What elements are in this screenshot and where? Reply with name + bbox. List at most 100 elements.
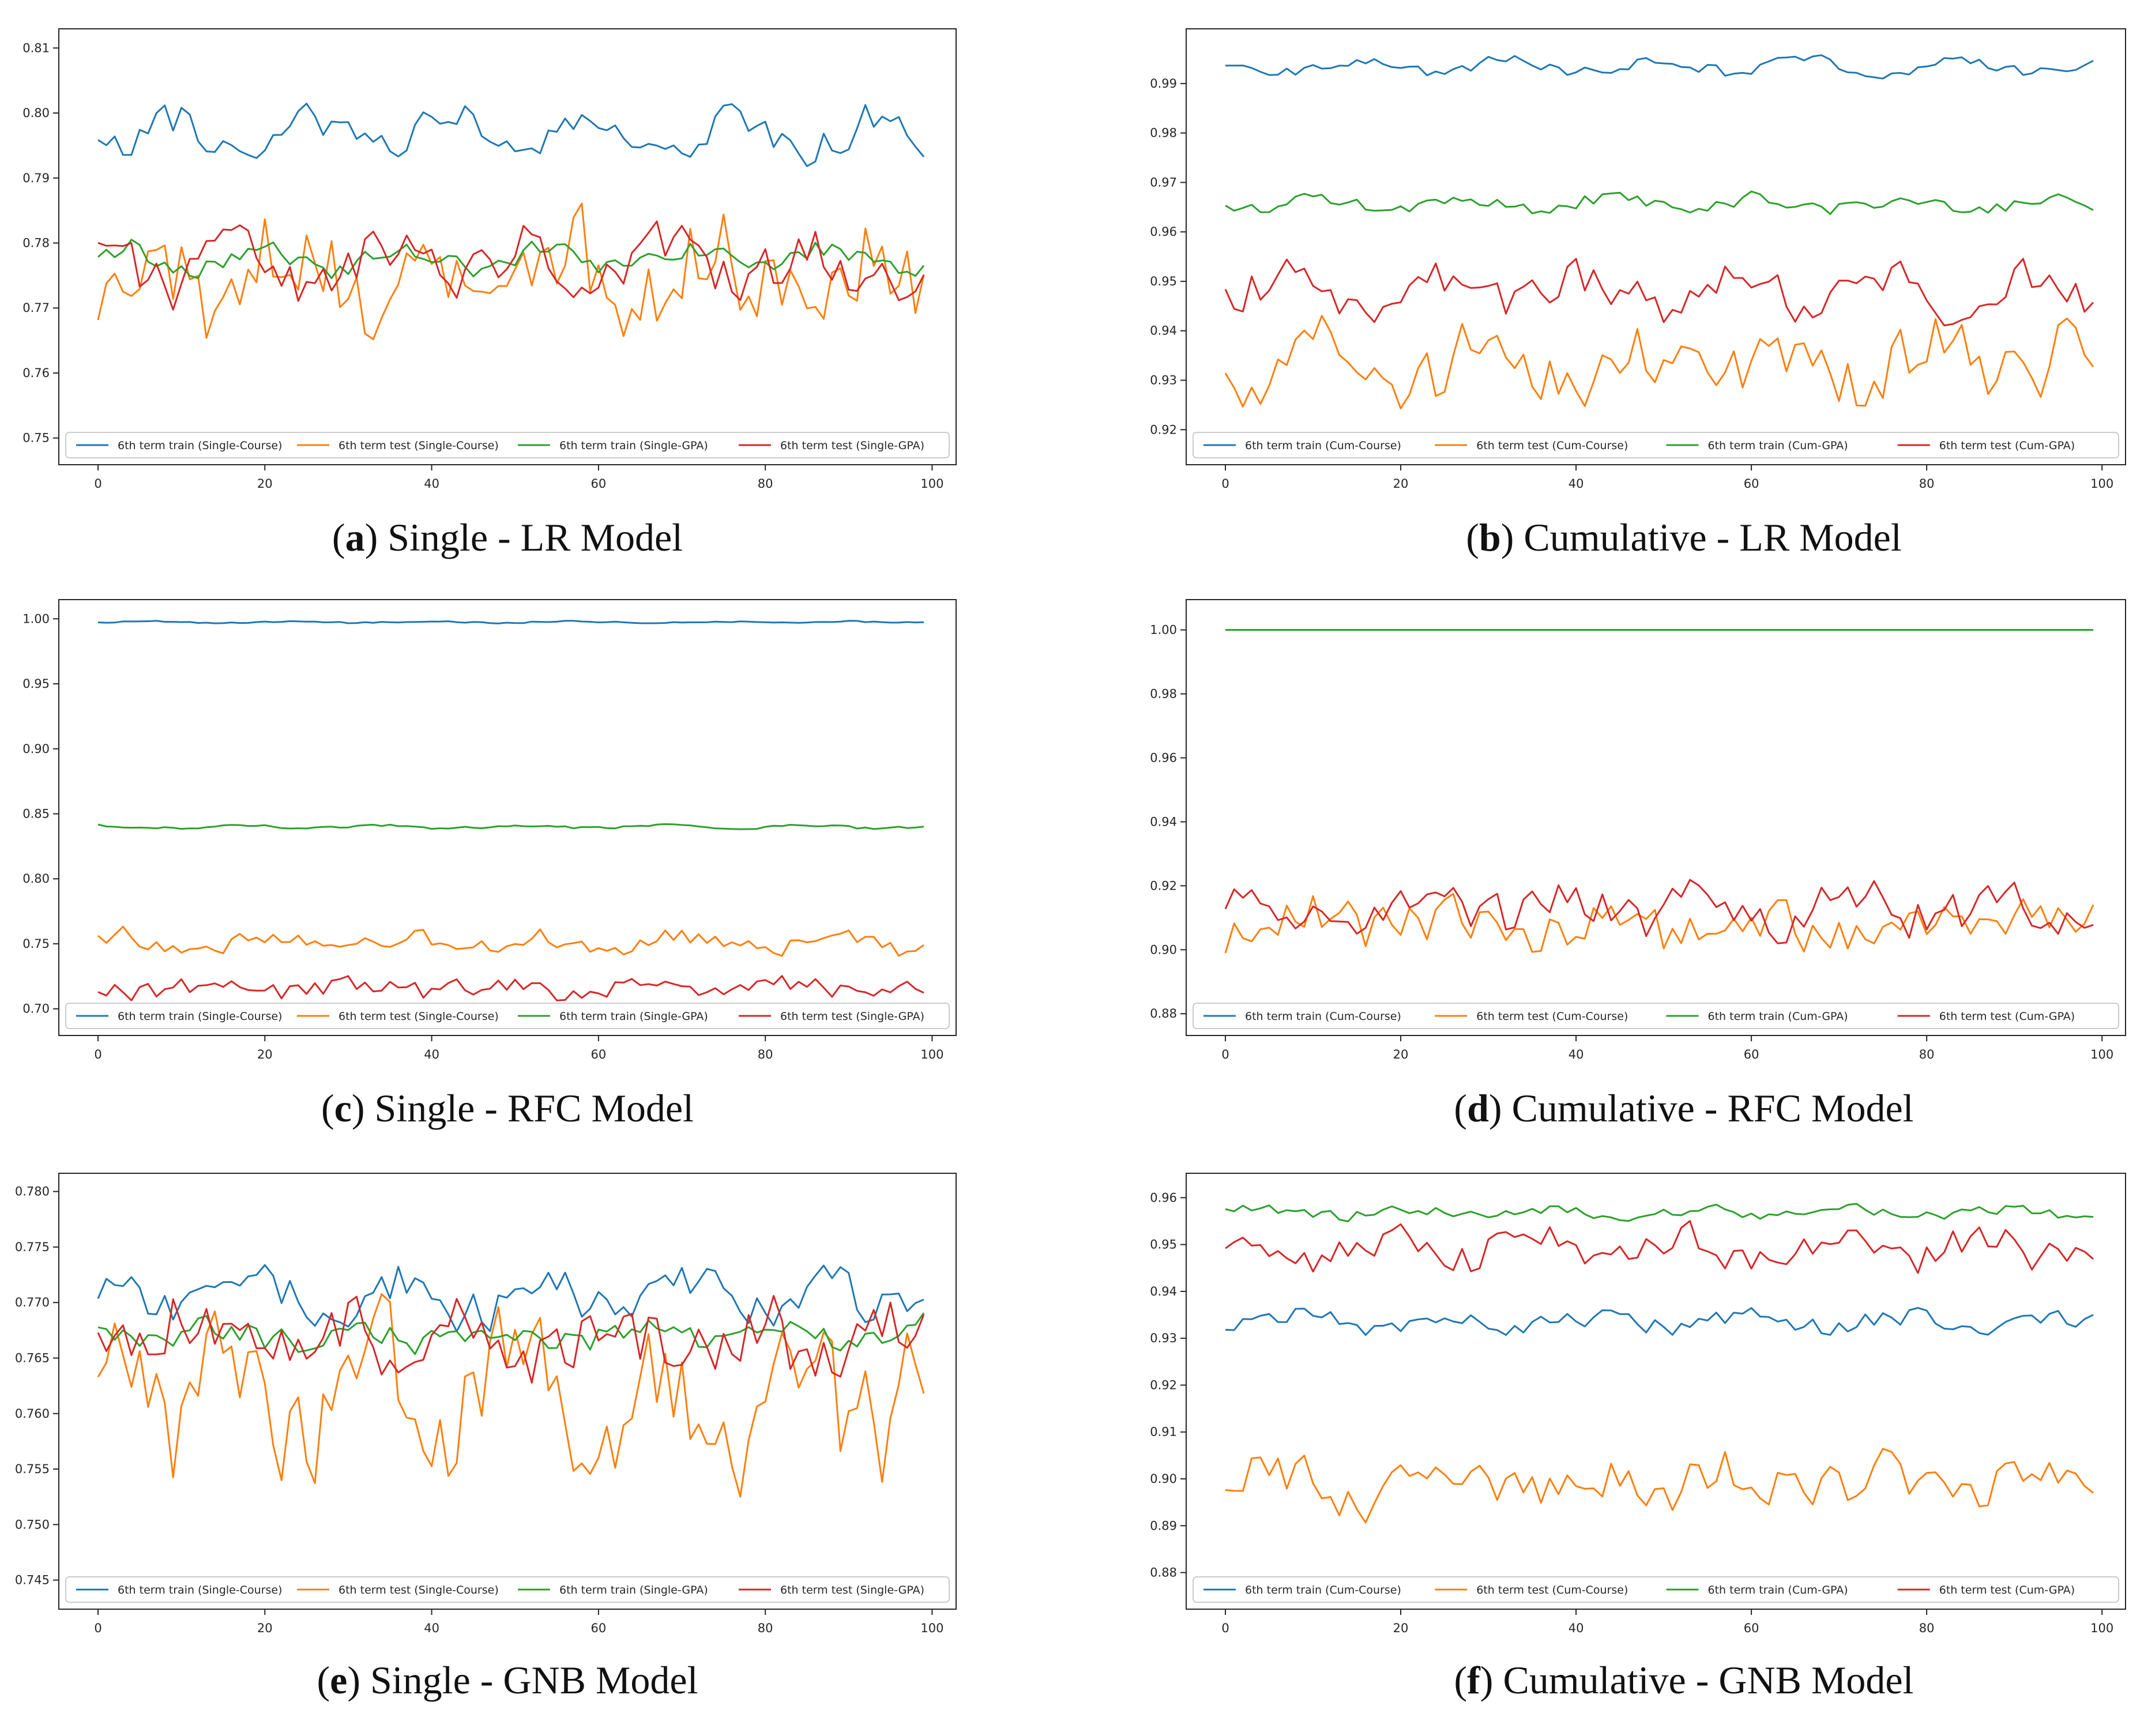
legend: 6th term train (Cum-Course) 6th term test… (1193, 1003, 2119, 1029)
caption-paren-close: ) (1480, 1658, 1494, 1702)
y-tick-label: 0.79 (22, 171, 50, 185)
y-tick-label: 0.90 (1150, 1472, 1177, 1486)
y-tick-label: 0.77 (22, 301, 50, 315)
series-line-2 (97, 925, 924, 957)
x-tick-label: 0 (94, 1048, 101, 1061)
series-line-3 (1225, 190, 2094, 215)
x-tick-label: 80 (758, 477, 773, 491)
chart-panel-c: 0 20 40 60 80 100 0.70 0.75 0.80 0.85 0.90 0.95 1.00… (22, 599, 957, 1061)
y-tick-label: 0.745 (15, 1573, 50, 1587)
x-tick-label: 40 (424, 1621, 439, 1635)
legend-label: 6th term train (Cum-Course) (1245, 1010, 1401, 1023)
legend-label: 6th term test (Single-GPA) (780, 439, 924, 452)
legend-label: 6th term train (Single-GPA) (559, 1010, 708, 1023)
x-tick-label: 0 (94, 477, 101, 491)
x-tick-label: 20 (257, 1048, 273, 1061)
y-tick-label: 0.775 (15, 1240, 50, 1254)
legend-label: 6th term train (Cum-Course) (1245, 439, 1401, 452)
x-tick-label: 100 (2090, 1621, 2113, 1635)
legend-label: 6th term train (Cum-GPA) (1708, 1584, 1848, 1596)
x-tick-label: 40 (1568, 477, 1584, 491)
series-line-1 (97, 1264, 924, 1332)
y-tick-label: 0.93 (1150, 1331, 1177, 1345)
y-tick-label: 0.93 (1150, 374, 1177, 387)
chart-panel-f: 0 20 40 60 80 100 0.88 0.89 0.90 0.91 0.92 0.93 0.94… (1150, 1173, 2126, 1635)
caption-text: Cumulative - RFC Model (1502, 1086, 1914, 1130)
caption-text: Single - RFC Model (365, 1086, 694, 1130)
legend-label: 6th term train (Cum-GPA) (1708, 439, 1848, 452)
series-line-1 (1225, 1306, 2094, 1336)
caption-text: Single - LR Model (378, 515, 683, 559)
x-tick-label: 100 (920, 1048, 943, 1061)
x-tick-label: 80 (758, 1048, 773, 1061)
x-tick-label: 80 (1919, 1048, 1935, 1061)
x-tick-label: 80 (1919, 1621, 1935, 1635)
y-tick-label: 0.75 (22, 937, 50, 951)
legend-box (65, 1576, 950, 1603)
legend-label: 6th term test (Single-GPA) (780, 1010, 924, 1023)
y-tick-label: 0.96 (1150, 751, 1177, 765)
x-tick-label: 60 (591, 477, 607, 491)
x-tick-label: 60 (591, 1048, 607, 1061)
caption-paren-close: ) (347, 1658, 360, 1702)
caption-e: (e) Single - GNB Model (317, 1658, 698, 1702)
legend-label: 6th term test (Single-GPA) (780, 1584, 924, 1596)
y-tick-label: 0.88 (1150, 1007, 1177, 1020)
legend-label: 6th term test (Single-Course) (338, 1584, 499, 1596)
series-line-1 (97, 620, 924, 624)
legend-label: 6th term test (Cum-GPA) (1939, 1584, 2075, 1596)
series-line-3 (97, 823, 924, 830)
x-tick-label: 0 (1221, 1621, 1229, 1635)
caption-letter: e (330, 1658, 347, 1702)
legend-label: 6th term test (Single-Course) (338, 439, 499, 452)
caption-d: (d) Cumulative - RFC Model (1454, 1086, 1913, 1130)
legend: 6th term train (Single-Course) 6th term t… (65, 432, 950, 458)
caption-letter: a (345, 515, 365, 559)
legend-label: 6th term train (Single-Course) (118, 439, 282, 452)
y-tick-label: 0.750 (15, 1517, 50, 1531)
y-tick-label: 0.95 (1150, 274, 1177, 288)
y-tick-label: 0.780 (15, 1185, 50, 1199)
caption-paren-open: ( (1466, 515, 1479, 559)
legend-label: 6th term train (Single-GPA) (559, 1584, 708, 1596)
legend-label: 6th term train (Cum-GPA) (1708, 1010, 1848, 1023)
plot-frame (58, 28, 957, 465)
y-tick-label: 0.85 (22, 807, 50, 821)
series-line-3 (1225, 1203, 2094, 1222)
series-line-2 (1224, 315, 2094, 409)
y-tick-label: 0.92 (1150, 1378, 1177, 1392)
y-tick-label: 0.98 (1150, 687, 1177, 701)
y-tick-label: 0.94 (1150, 324, 1177, 338)
chart-panel-b: 0 20 40 60 80 100 0.92 0.93 0.94 0.95 0.96 0.97 0.98… (1150, 28, 2126, 491)
y-tick-label: 0.80 (22, 106, 50, 120)
caption-paren-open: ( (1454, 1086, 1467, 1130)
x-tick-label: 100 (920, 477, 943, 491)
y-tick-label: 0.92 (1150, 879, 1177, 893)
x-tick-label: 100 (2090, 1048, 2113, 1061)
y-tick-label: 0.81 (22, 41, 50, 55)
plot-frame (1186, 599, 2126, 1036)
series-line-2 (1224, 893, 2094, 954)
x-tick-label: 40 (1568, 1048, 1584, 1061)
x-tick-label: 100 (2090, 477, 2113, 491)
y-tick-label: 1.00 (1150, 623, 1177, 637)
x-tick-label: 40 (1568, 1621, 1584, 1635)
y-tick-label: 0.760 (15, 1407, 50, 1421)
y-tick-label: 0.95 (22, 677, 50, 691)
y-tick-label: 0.70 (22, 1002, 50, 1016)
series-line-4 (1225, 1220, 2094, 1274)
x-tick-label: 20 (1393, 477, 1409, 491)
caption-paren-open: ( (321, 1086, 334, 1130)
x-tick-label: 100 (920, 1621, 943, 1635)
legend-label: 6th term test (Cum-Course) (1476, 439, 1628, 452)
series-line-1 (97, 103, 925, 167)
legend-label: 6th term train (Single-Course) (118, 1584, 282, 1596)
x-tick-label: 20 (257, 477, 273, 491)
y-tick-label: 1.00 (22, 612, 50, 626)
x-tick-label: 40 (424, 1048, 439, 1061)
x-tick-label: 0 (1221, 1048, 1229, 1061)
legend-box (1193, 1576, 2119, 1603)
y-tick-label: 0.99 (1150, 77, 1177, 91)
x-tick-label: 20 (1393, 1621, 1409, 1635)
y-tick-label: 0.96 (1150, 1191, 1177, 1204)
